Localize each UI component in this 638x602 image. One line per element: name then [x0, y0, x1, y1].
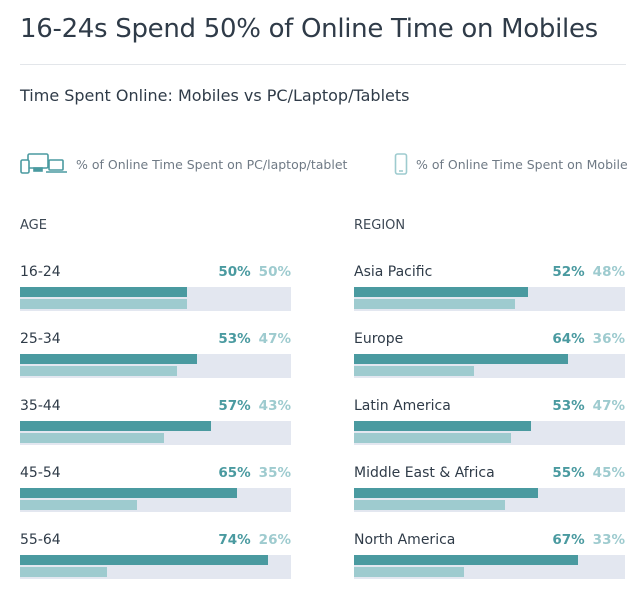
mobile-bar	[20, 567, 107, 577]
pc-bar	[20, 488, 238, 498]
pc-value-label: 74%	[218, 532, 251, 548]
value-labels: 64% 36%	[552, 331, 625, 347]
bar-track	[354, 287, 625, 311]
mobile-value-label: 26%	[258, 532, 291, 548]
bar-track	[354, 555, 625, 579]
value-labels: 57% 43%	[218, 398, 291, 414]
devices-icon	[20, 153, 67, 174]
pc-value-label: 55%	[552, 465, 585, 481]
category-label: Europe	[354, 331, 404, 347]
bar-row: 25-34 53% 47%	[20, 331, 291, 378]
divider	[20, 64, 626, 65]
value-labels: 55% 45%	[552, 465, 625, 481]
value-labels: 53% 47%	[218, 331, 291, 347]
value-labels: 67% 33%	[552, 532, 625, 548]
mobile-value-label: 47%	[592, 398, 625, 414]
pc-bar	[20, 354, 198, 364]
pc-bar	[354, 421, 532, 431]
pc-value-label: 57%	[218, 398, 251, 414]
pc-value-label: 64%	[552, 331, 585, 347]
mobile-bar	[354, 567, 465, 577]
age-heading: AGE	[20, 218, 47, 233]
pc-value-label: 50%	[218, 264, 251, 280]
mobile-value-label: 47%	[258, 331, 291, 347]
mobile-value-label: 33%	[592, 532, 625, 548]
category-label: 45-54	[20, 465, 61, 481]
subtitle: Time Spent Online: Mobiles vs PC/Laptop/…	[20, 86, 410, 105]
mobile-value-label: 48%	[592, 264, 625, 280]
bar-track	[20, 421, 291, 445]
mobile-bar	[20, 299, 188, 309]
pc-bar	[354, 354, 569, 364]
mobile-value-label: 45%	[592, 465, 625, 481]
bar-row: 55-64 74% 26%	[20, 532, 291, 579]
bar-track	[20, 555, 291, 579]
pc-value-label: 53%	[218, 331, 251, 347]
mobile-value-label: 50%	[258, 264, 291, 280]
mobile-value-label: 43%	[258, 398, 291, 414]
pc-bar	[354, 555, 579, 565]
legend-mobile: % of Online Time Spent on Mobile	[394, 153, 628, 175]
legend-mobile-label: % of Online Time Spent on Mobile	[416, 156, 628, 172]
mobile-value-label: 36%	[592, 331, 625, 347]
category-label: 55-64	[20, 532, 61, 548]
category-label: Latin America	[354, 398, 451, 414]
legend-pc-label: % of Online Time Spent on PC/laptop/tabl…	[76, 156, 348, 172]
pc-value-label: 53%	[552, 398, 585, 414]
pc-bar	[20, 287, 188, 297]
pc-bar	[20, 555, 268, 565]
category-label: North America	[354, 532, 456, 548]
bar-track	[20, 354, 291, 378]
legend-pc: % of Online Time Spent on PC/laptop/tabl…	[20, 153, 347, 175]
mobile-value-label: 35%	[258, 465, 291, 481]
bar-row: Latin America 53% 47%	[354, 398, 625, 445]
pc-bar	[20, 421, 211, 431]
bar-track	[354, 354, 625, 378]
value-labels: 65% 35%	[218, 465, 291, 481]
bar-row: 45-54 65% 35%	[20, 465, 291, 512]
category-label: 35-44	[20, 398, 61, 414]
mobile-phone-icon	[394, 153, 408, 175]
bar-row: Asia Pacific 52% 48%	[354, 264, 625, 311]
pc-bar	[354, 488, 538, 498]
pc-value-label: 65%	[218, 465, 251, 481]
pc-bar	[354, 287, 528, 297]
bar-track	[20, 287, 291, 311]
bar-track	[354, 421, 625, 445]
region-heading: REGION	[354, 218, 406, 233]
value-labels: 74% 26%	[218, 532, 291, 548]
mobile-bar	[354, 433, 512, 443]
category-label: 25-34	[20, 331, 61, 347]
mobile-bar	[20, 500, 138, 510]
bar-track	[354, 488, 625, 512]
bar-row: Europe 64% 36%	[354, 331, 625, 378]
bar-row: Middle East & Africa 55% 45%	[354, 465, 625, 512]
value-labels: 50% 50%	[218, 264, 291, 280]
bar-track	[20, 488, 291, 512]
mobile-bar	[20, 433, 164, 443]
value-labels: 52% 48%	[552, 264, 625, 280]
mobile-bar	[354, 366, 475, 376]
bar-row: 35-44 57% 43%	[20, 398, 291, 445]
value-labels: 53% 47%	[552, 398, 625, 414]
mobile-bar	[354, 500, 505, 510]
mobile-bar	[354, 299, 515, 309]
mobile-bar	[20, 366, 178, 376]
category-label: Middle East & Africa	[354, 465, 495, 481]
category-label: 16-24	[20, 264, 61, 280]
page-title: 16-24s Spend 50% of Online Time on Mobil…	[20, 14, 598, 44]
bar-row: 16-24 50% 50%	[20, 264, 291, 311]
bar-row: North America 67% 33%	[354, 532, 625, 579]
pc-value-label: 67%	[552, 532, 585, 548]
pc-value-label: 52%	[552, 264, 585, 280]
category-label: Asia Pacific	[354, 264, 433, 280]
